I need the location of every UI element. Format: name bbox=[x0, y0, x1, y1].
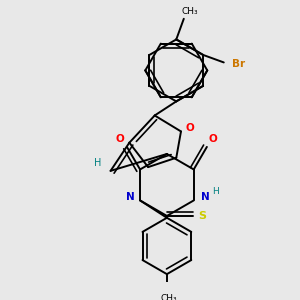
Text: S: S bbox=[199, 211, 207, 221]
Text: H: H bbox=[212, 187, 219, 196]
Text: N: N bbox=[126, 192, 135, 202]
Text: Br: Br bbox=[232, 59, 245, 69]
Text: O: O bbox=[115, 134, 124, 144]
Text: CH₃: CH₃ bbox=[160, 294, 177, 300]
Text: O: O bbox=[186, 123, 195, 133]
Text: O: O bbox=[208, 134, 217, 144]
Text: H: H bbox=[94, 158, 101, 168]
Text: CH₃: CH₃ bbox=[181, 7, 198, 16]
Text: N: N bbox=[201, 192, 209, 202]
